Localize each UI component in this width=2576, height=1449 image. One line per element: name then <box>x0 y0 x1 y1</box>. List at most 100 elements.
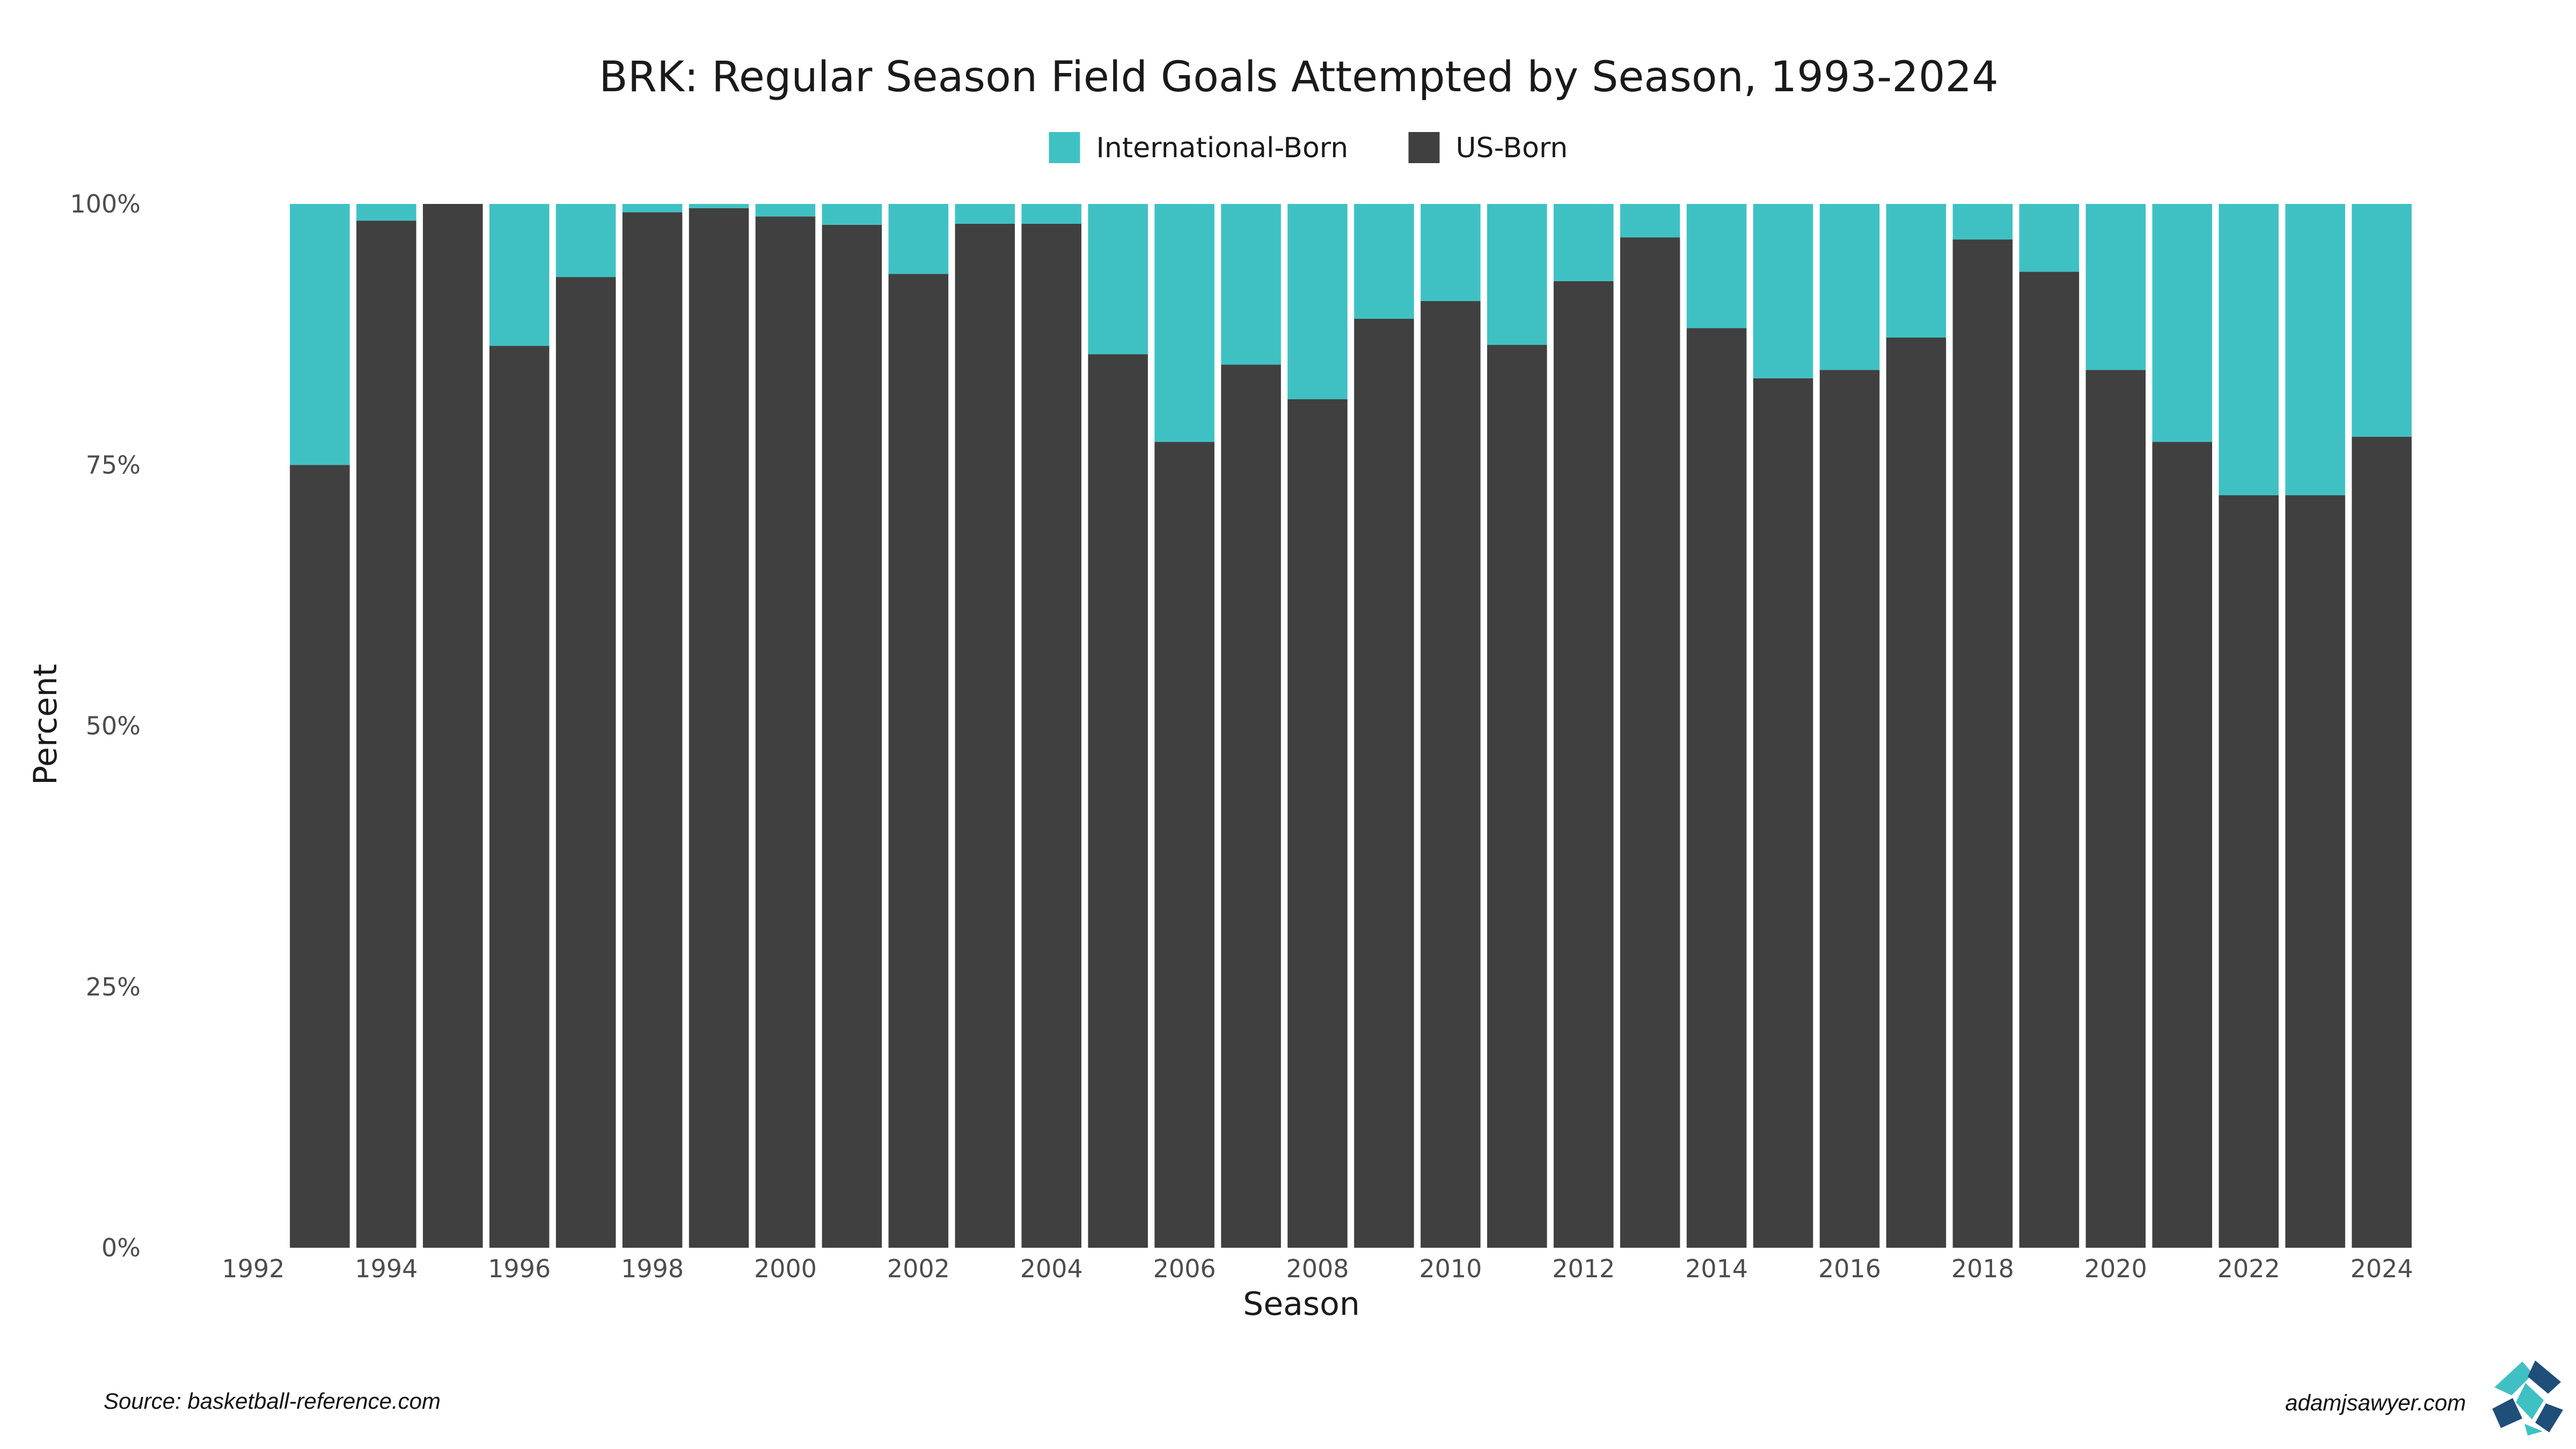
bar-us-born-1993 <box>290 465 350 1248</box>
legend-swatch <box>1049 132 1080 163</box>
bar-international-born-2018 <box>1952 204 2013 240</box>
bar-us-born-2014 <box>1686 328 1747 1248</box>
chart-title: BRK: Regular Season Field Goals Attempte… <box>599 53 1998 101</box>
x-tick-label: 2008 <box>1286 1254 1349 1283</box>
bar-us-born-2020 <box>2085 370 2146 1248</box>
bar-international-born-2006 <box>1154 204 1214 442</box>
bar-international-born-2005 <box>1088 204 1148 355</box>
bar-us-born-1999 <box>689 208 749 1248</box>
bar-international-born-2023 <box>2285 204 2345 495</box>
bar-us-born-2005 <box>1088 354 1148 1248</box>
bar-international-born-1999 <box>689 204 749 208</box>
bar-us-born-2016 <box>1819 370 1880 1248</box>
x-tick-label: 2018 <box>1951 1254 2014 1283</box>
y-tick-label: 0% <box>101 1233 141 1262</box>
bars <box>290 204 2412 1248</box>
bar-international-born-2015 <box>1753 204 1813 378</box>
bar-international-born-2022 <box>2219 204 2279 495</box>
x-axis-title: Season <box>1243 1285 1360 1323</box>
y-tick-label: 50% <box>86 712 141 741</box>
x-tick-label: 1998 <box>621 1254 684 1283</box>
x-tick-label: 2022 <box>2218 1254 2280 1283</box>
bar-us-born-2003 <box>955 223 1015 1248</box>
x-tick-label: 2024 <box>2350 1254 2413 1283</box>
bar-international-born-2017 <box>1886 204 1946 338</box>
bar-us-born-2015 <box>1753 378 1813 1248</box>
y-axis-title: Percent <box>27 664 64 785</box>
x-tick-label: 1994 <box>355 1254 418 1283</box>
legend-label: International-Born <box>1096 132 1349 164</box>
x-tick-label: 2020 <box>2084 1254 2147 1283</box>
x-tick-label: 2014 <box>1685 1254 1748 1283</box>
bar-international-born-2011 <box>1487 204 1547 345</box>
bar-us-born-2009 <box>1354 318 1414 1248</box>
bar-international-born-2014 <box>1686 204 1747 328</box>
bar-us-born-2019 <box>2019 272 2080 1248</box>
bar-us-born-2022 <box>2219 495 2279 1248</box>
bar-international-born-1997 <box>555 204 616 277</box>
bar-us-born-2012 <box>1553 281 1614 1248</box>
bar-international-born-2019 <box>2019 204 2080 272</box>
legend-swatch <box>1408 132 1440 163</box>
adamjsawyer-logo-icon <box>2490 1360 2565 1436</box>
bar-us-born-2008 <box>1287 399 1348 1248</box>
bar-international-born-2009 <box>1354 204 1414 319</box>
bar-international-born-2001 <box>822 204 882 225</box>
bar-international-born-1998 <box>622 204 683 213</box>
bar-international-born-2012 <box>1553 204 1614 281</box>
legend: International-Born US-Born <box>1049 132 1568 164</box>
bar-us-born-1997 <box>555 277 616 1248</box>
bar-international-born-2020 <box>2085 204 2146 370</box>
bar-us-born-1996 <box>489 346 550 1248</box>
y-tick-label: 100% <box>70 189 141 218</box>
x-tick-label: 1996 <box>488 1254 551 1283</box>
bar-us-born-1995 <box>423 204 483 1248</box>
y-tick-label: 75% <box>86 450 141 479</box>
bar-international-born-1993 <box>290 204 350 465</box>
bar-us-born-2013 <box>1620 237 1680 1248</box>
y-axis-ticks: 0% 25% 50% 75% 100% <box>70 189 141 1262</box>
source-note: Source: basketball-reference.com <box>104 1388 441 1414</box>
bar-us-born-2021 <box>2152 442 2212 1248</box>
bar-us-born-2001 <box>822 224 882 1248</box>
bar-international-born-1994 <box>356 204 416 221</box>
bar-international-born-2000 <box>755 204 816 217</box>
bar-us-born-2011 <box>1487 345 1547 1248</box>
bar-us-born-2000 <box>755 216 816 1248</box>
bar-international-born-2002 <box>888 204 949 274</box>
x-tick-label: 2016 <box>1818 1254 1881 1283</box>
bar-international-born-2004 <box>1021 204 1082 224</box>
y-tick-label: 25% <box>86 972 141 1001</box>
bar-international-born-2013 <box>1620 204 1680 238</box>
bar-international-born-2021 <box>2152 204 2212 442</box>
x-tick-label: 2006 <box>1153 1254 1216 1283</box>
bar-us-born-2002 <box>888 274 949 1248</box>
bar-us-born-2007 <box>1221 364 1281 1248</box>
bar-international-born-1996 <box>489 204 550 346</box>
bar-international-born-2007 <box>1221 204 1281 365</box>
bar-us-born-1994 <box>356 221 416 1248</box>
bar-international-born-2010 <box>1421 204 1481 301</box>
legend-label: US-Born <box>1456 132 1568 164</box>
bar-international-born-2003 <box>955 204 1015 224</box>
bar-us-born-1998 <box>622 212 683 1248</box>
x-axis-ticks: 1992 1994 1996 1998 2000 2002 2004 2006 2008 2010… <box>222 1254 2413 1283</box>
bar-international-born-2024 <box>2352 204 2412 437</box>
x-tick-label: 2012 <box>1552 1254 1615 1283</box>
bar-international-born-2016 <box>1819 204 1880 370</box>
credit-link[interactable]: adamjsawyer.com <box>2285 1390 2466 1415</box>
x-tick-label: 2002 <box>887 1254 950 1283</box>
bar-us-born-2023 <box>2285 495 2345 1248</box>
bar-us-born-2017 <box>1886 337 1946 1248</box>
x-tick-label: 2000 <box>754 1254 817 1283</box>
bar-us-born-2006 <box>1154 442 1214 1248</box>
x-tick-label: 2010 <box>1419 1254 1482 1283</box>
bar-us-born-2018 <box>1952 239 2013 1248</box>
bar-us-born-2010 <box>1421 301 1481 1248</box>
x-tick-label: 1992 <box>222 1254 284 1283</box>
bar-us-born-2024 <box>2352 436 2412 1248</box>
bar-us-born-2004 <box>1021 223 1082 1248</box>
x-tick-label: 2004 <box>1020 1254 1083 1283</box>
bar-international-born-2008 <box>1287 204 1348 399</box>
